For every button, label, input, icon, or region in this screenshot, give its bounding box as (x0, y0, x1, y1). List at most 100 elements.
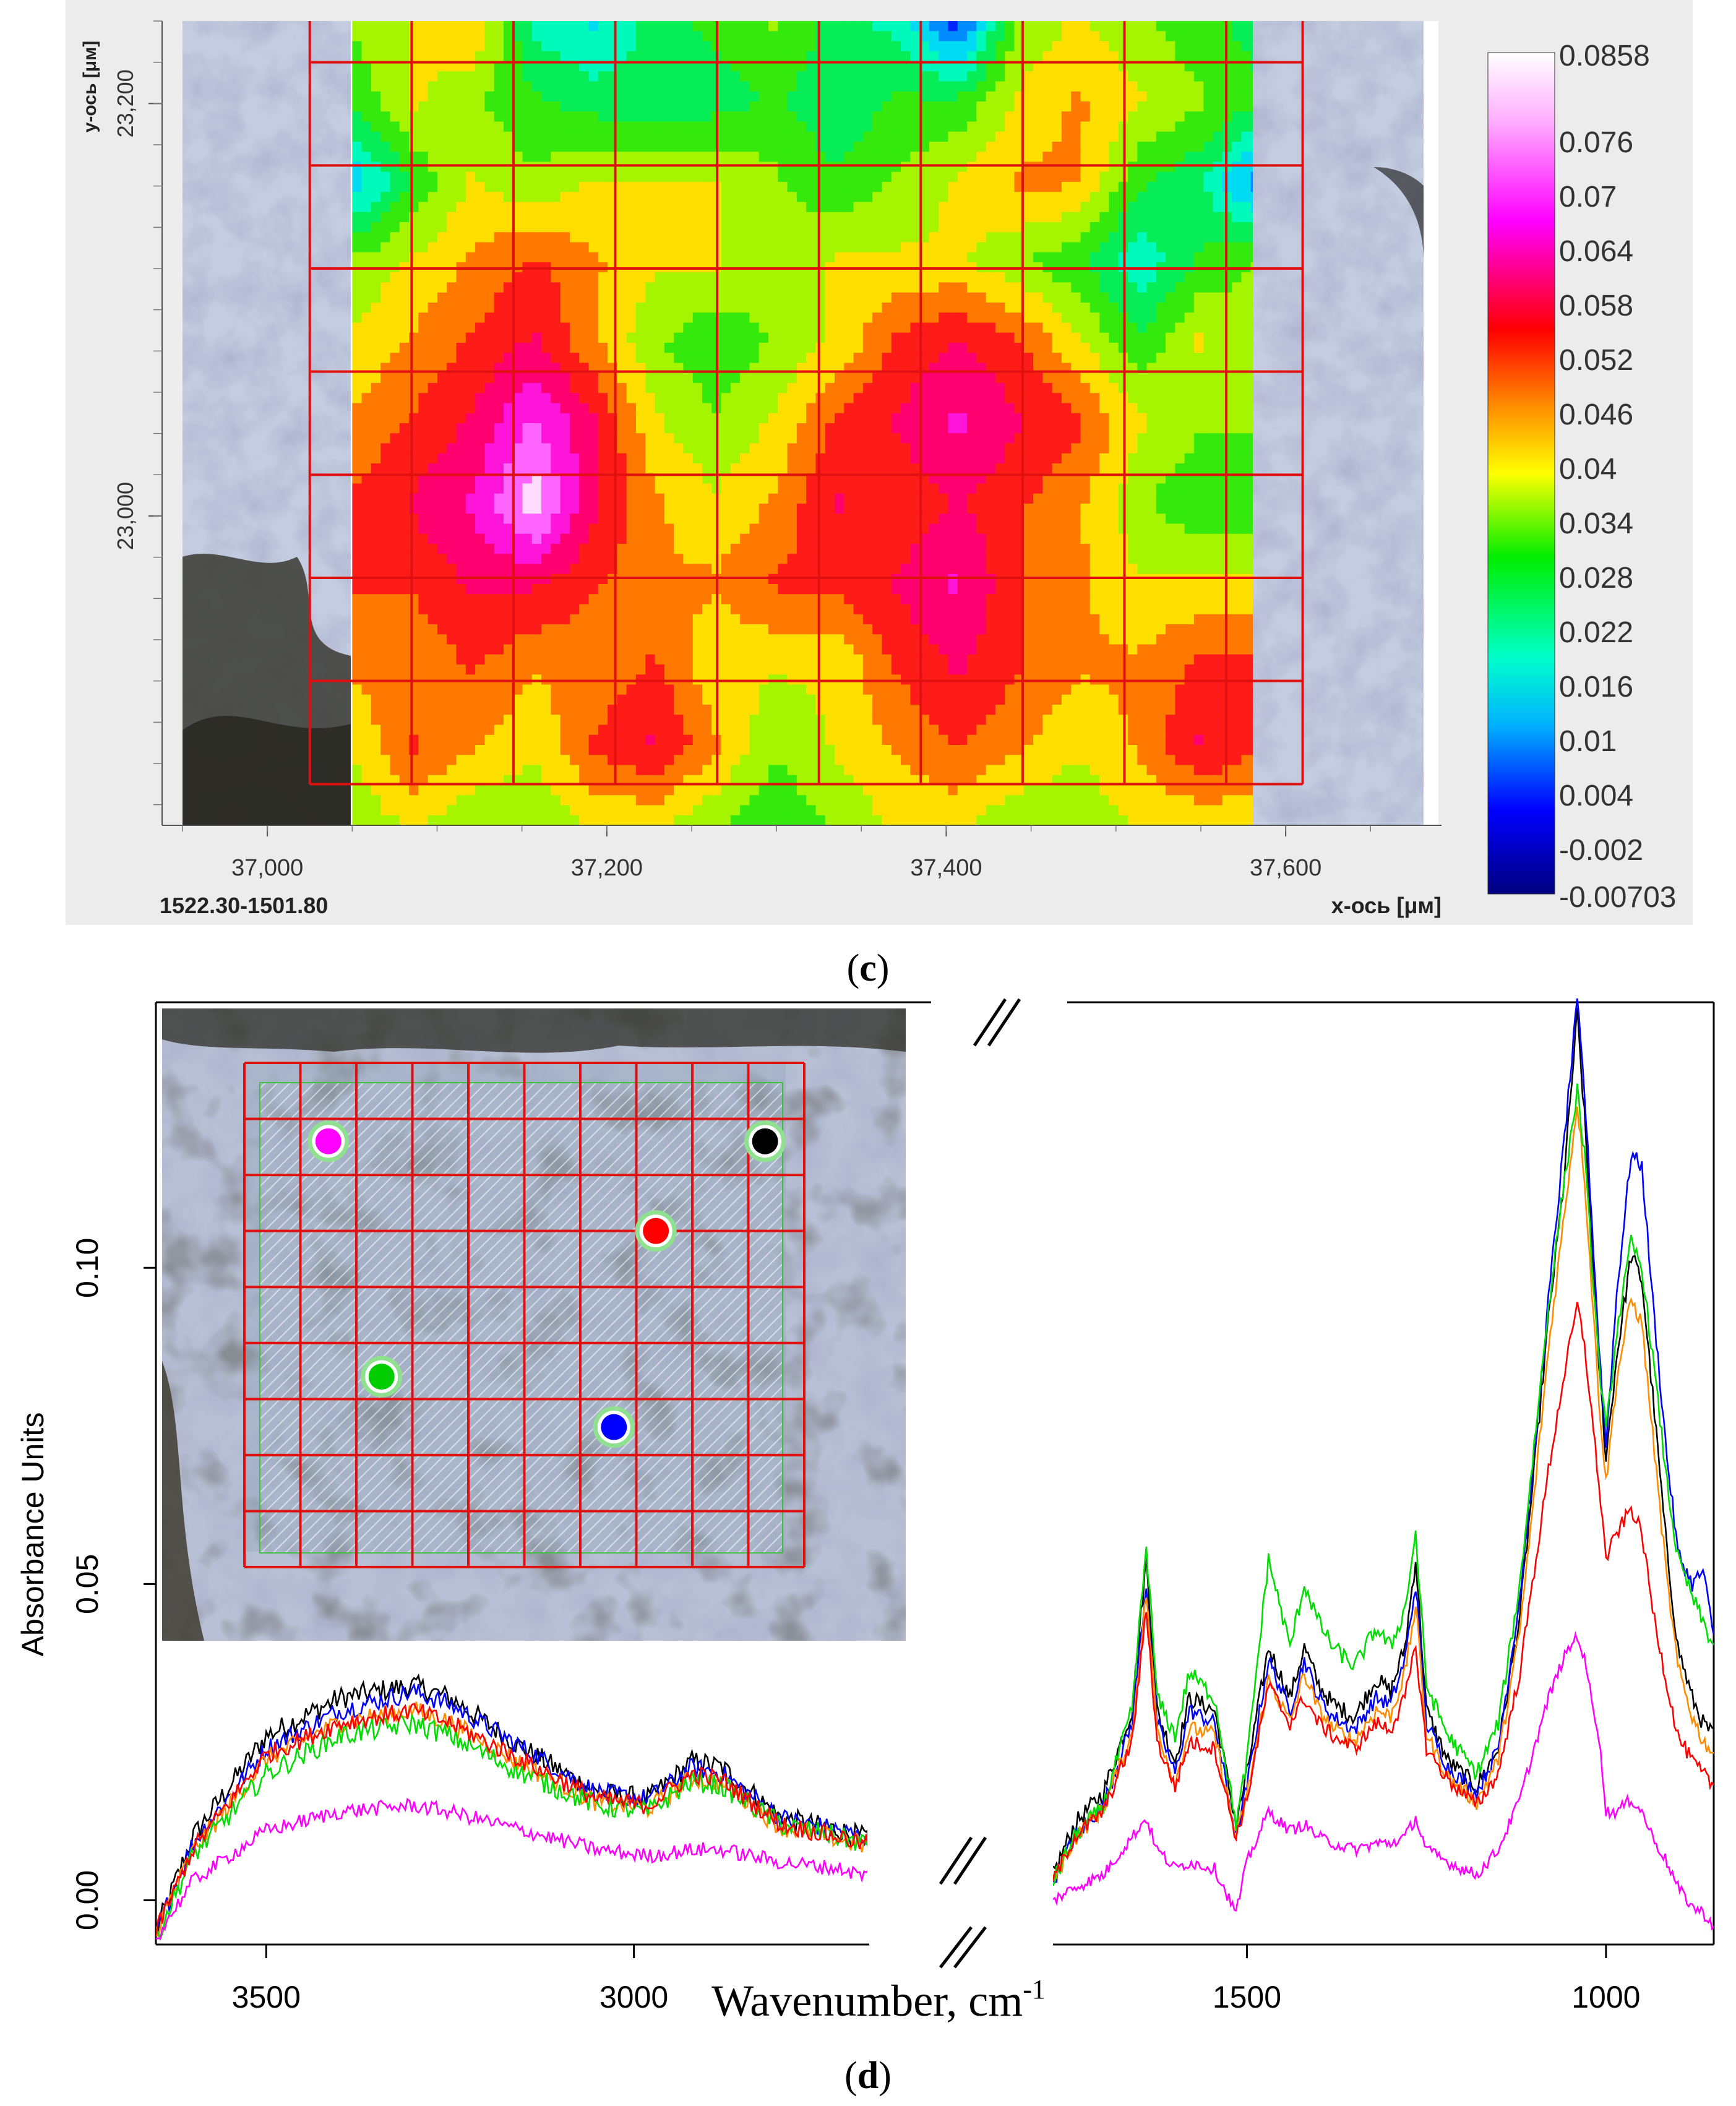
heatmap-cell (1241, 443, 1252, 454)
heatmap-cell (768, 192, 779, 203)
heatmap-cell (1033, 413, 1044, 424)
heatmap-cell (1052, 252, 1062, 263)
heatmap-cell (1023, 71, 1034, 82)
heatmap-cell (986, 91, 996, 102)
heatmap-cell (674, 202, 684, 213)
heatmap-cell (588, 111, 599, 122)
heatmap-cell (872, 473, 883, 484)
heatmap-cell (1033, 523, 1044, 535)
heatmap-cell (1127, 192, 1138, 203)
heatmap-cell (986, 212, 996, 223)
heatmap-cell (1033, 171, 1044, 183)
heatmap-cell (1175, 453, 1185, 464)
heatmap-cell (787, 91, 797, 102)
heatmap-cell (939, 292, 949, 303)
heatmap-cell (986, 393, 996, 404)
heatmap-cell (1023, 91, 1034, 102)
heatmap-cell (910, 353, 921, 364)
heatmap-cell (778, 322, 788, 333)
heatmap-cell (835, 252, 845, 263)
heatmap-cell (560, 152, 570, 163)
heatmap-cell (399, 131, 410, 142)
heatmap-cell (825, 152, 835, 163)
heatmap-cell (692, 523, 703, 535)
heatmap-cell (749, 403, 760, 414)
heatmap-cell (447, 161, 457, 173)
heatmap-cell (551, 423, 561, 434)
heatmap-cell (645, 393, 656, 404)
heatmap-cell (919, 303, 930, 314)
heatmap-cell (380, 493, 391, 504)
heatmap-cell (787, 182, 797, 193)
heatmap-cell (976, 423, 987, 434)
heatmap-cell (617, 41, 627, 52)
heatmap-cell (1146, 403, 1157, 414)
heatmap-cell (844, 161, 854, 173)
heatmap-cell (901, 423, 911, 434)
heatmap-cell (957, 192, 968, 203)
heatmap-cell (484, 504, 495, 515)
heatmap-cell (1052, 232, 1062, 243)
heatmap-cell (702, 413, 713, 424)
heatmap-cell (1193, 372, 1205, 384)
heatmap-cell (645, 232, 656, 243)
heatmap-cell (1250, 483, 1253, 494)
heatmap-cell (569, 533, 580, 544)
heatmap-cell (683, 343, 694, 354)
heatmap-cell (475, 514, 486, 525)
heatmap-cell (768, 443, 779, 454)
heatmap-cell (1232, 61, 1242, 72)
heatmap-cell (1052, 212, 1062, 223)
heatmap-cell (948, 353, 958, 364)
heatmap-cell (749, 131, 760, 142)
heatmap-cell (674, 71, 684, 82)
heatmap-cell (796, 493, 807, 504)
heatmap-cell (456, 282, 466, 293)
heatmap-cell (787, 423, 797, 434)
heatmap-cell (1061, 232, 1072, 243)
heatmap-cell (437, 473, 448, 484)
heatmap-cell (1127, 523, 1138, 535)
heatmap-cell (882, 81, 892, 92)
heatmap-cell (806, 242, 817, 253)
heatmap-cell (1052, 433, 1062, 444)
heatmap-cell (721, 61, 731, 72)
heatmap-cell (967, 101, 978, 113)
heatmap-cell (1184, 413, 1195, 424)
heatmap-cell (1042, 202, 1053, 213)
heatmap-cell (503, 353, 514, 364)
heatmap-cell (1052, 142, 1062, 153)
heatmap-cell (787, 212, 797, 223)
heatmap-cell (1071, 403, 1081, 414)
heatmap-cell (352, 91, 363, 102)
heatmap-cell (1080, 393, 1091, 404)
heatmap-cell (967, 51, 978, 62)
heatmap-cell (1052, 353, 1062, 364)
heatmap-cell (380, 303, 391, 314)
heatmap-cell (484, 81, 495, 92)
heatmap-cell (428, 413, 438, 424)
heatmap-cell (380, 232, 391, 243)
heatmap-cell (939, 483, 949, 494)
heatmap-cell (531, 473, 542, 484)
heatmap-cell (447, 81, 457, 92)
heatmap-cell (579, 121, 590, 132)
heatmap-cell (437, 212, 448, 223)
heatmap-cell (882, 41, 892, 52)
heatmap-cell (484, 523, 495, 535)
heatmap-cell (626, 171, 637, 183)
heatmap-cell (929, 31, 939, 42)
heatmap-cell (1250, 363, 1253, 374)
heatmap-cell (929, 21, 939, 32)
heatmap-cell (853, 31, 864, 42)
heatmap-cell (598, 41, 608, 52)
heatmap-cell (986, 443, 996, 454)
heatmap-cell (503, 232, 514, 243)
heatmap-cell (1166, 232, 1176, 243)
heatmap-cell (1005, 504, 1015, 515)
heatmap-cell (986, 232, 996, 243)
heatmap-cell (390, 171, 400, 183)
heatmap-cell (560, 202, 570, 213)
heatmap-cell (1250, 353, 1253, 364)
heatmap-cell (1099, 41, 1110, 52)
